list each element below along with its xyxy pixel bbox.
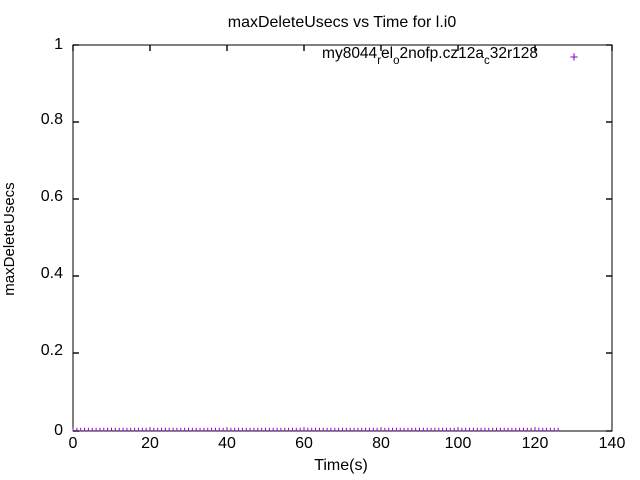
svg-text:0.8: 0.8: [41, 111, 63, 128]
svg-text:40: 40: [218, 435, 236, 452]
svg-text:0.6: 0.6: [41, 188, 63, 205]
svg-text:Time(s): Time(s): [314, 457, 368, 474]
svg-text:1: 1: [54, 36, 63, 53]
svg-text:0.4: 0.4: [41, 265, 63, 282]
svg-text:0.2: 0.2: [41, 342, 63, 359]
svg-text:20: 20: [141, 435, 159, 452]
svg-text:0: 0: [69, 435, 78, 452]
svg-text:my8044relo2nofp.cz12ac32r128: my8044relo2nofp.cz12ac32r128: [322, 45, 538, 67]
svg-text:100: 100: [445, 435, 472, 452]
svg-text:maxDeleteUsecs: maxDeleteUsecs: [1, 182, 18, 295]
svg-text:120: 120: [522, 435, 549, 452]
svg-text:80: 80: [372, 435, 390, 452]
svg-text:60: 60: [295, 435, 313, 452]
svg-text:+: +: [570, 49, 579, 66]
svg-text:0: 0: [54, 422, 63, 439]
svg-text:maxDeleteUsecs vs Time for l.i: maxDeleteUsecs vs Time for l.i0: [228, 14, 457, 31]
svg-text:140: 140: [599, 435, 626, 452]
